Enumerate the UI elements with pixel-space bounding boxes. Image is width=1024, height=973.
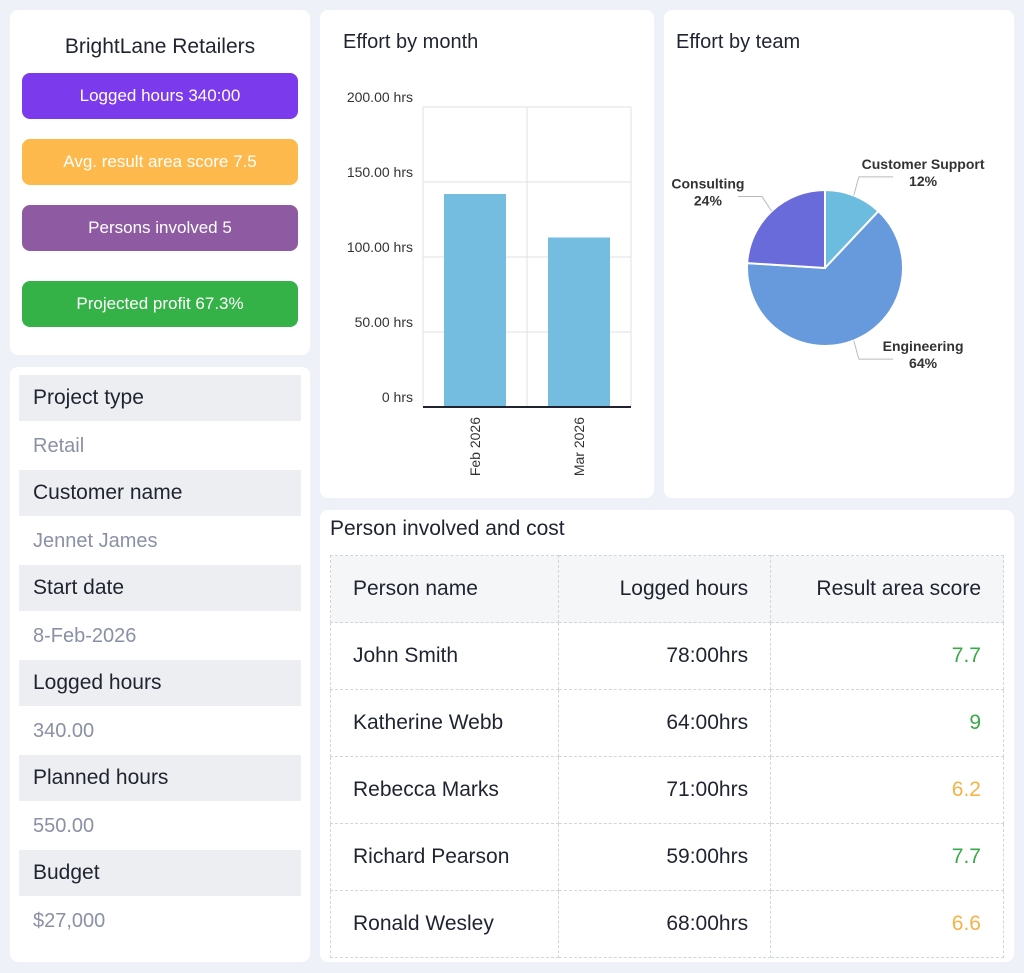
bar-card: Effort by month 0 hrs 50.00 hrs 100.00 hrs 1… bbox=[320, 10, 654, 498]
leader-line bbox=[853, 340, 894, 360]
table-cell: 71:00hrs bbox=[558, 756, 772, 824]
detail-value: 8-Feb-2026 bbox=[33, 625, 137, 647]
summary-badge: Persons involved 5 bbox=[22, 205, 298, 251]
pie-slice bbox=[746, 209, 904, 347]
table-cell: Katherine Webb bbox=[329, 689, 560, 757]
detail-value: Jennet James bbox=[33, 530, 158, 552]
y-tick-label: 50.00 hrs bbox=[355, 314, 413, 330]
pie-value-label: 64% bbox=[909, 355, 938, 371]
detail-label: Logged hours bbox=[19, 660, 301, 706]
chart-title: Effort by month bbox=[343, 31, 478, 53]
column-header: Result area score bbox=[770, 555, 1004, 623]
detail-label: Customer name bbox=[19, 470, 301, 516]
pie-slice bbox=[746, 188, 826, 270]
table-title: Person involved and cost bbox=[330, 517, 565, 540]
table-cell: 68:00hrs bbox=[558, 890, 772, 958]
pie-label: Customer Support bbox=[862, 156, 985, 172]
detail-value: 550.00 bbox=[33, 815, 95, 837]
header-row: Person name Logged hours Result area score bbox=[329, 555, 1004, 623]
column-header: Logged hours bbox=[558, 555, 772, 623]
table-cell: 7.7 bbox=[770, 823, 1004, 891]
pie-label: Engineering bbox=[883, 338, 964, 354]
y-tick-label: 200.00 hrs bbox=[347, 89, 413, 105]
pie-card: Effort by team Customer Support 12% Enginee… bbox=[664, 10, 1014, 498]
table-cell: Ronald Wesley bbox=[329, 890, 560, 958]
bar bbox=[548, 237, 610, 407]
pie-value-label: 12% bbox=[909, 173, 938, 189]
table-row: Richard Pearson 59:00hrs 7.7 bbox=[329, 823, 1004, 891]
x-tick-label: Mar 2026 bbox=[571, 417, 587, 476]
summary-badge: Logged hours 340:00 bbox=[22, 73, 298, 119]
table-card: Person involved and cost Person name Logg… bbox=[320, 510, 1014, 962]
column-header: Person name bbox=[329, 555, 560, 623]
table-cell: 59:00hrs bbox=[558, 823, 772, 891]
x-tick-label: Feb 2026 bbox=[467, 417, 483, 476]
table-cell: Richard Pearson bbox=[329, 823, 560, 891]
detail-value: Retail bbox=[33, 435, 85, 457]
leader-line bbox=[737, 196, 773, 212]
summary-title: BrightLane Retailers bbox=[64, 35, 256, 58]
detail-label: Start date bbox=[19, 565, 301, 611]
table-cell: 6.2 bbox=[770, 756, 1004, 824]
bar bbox=[444, 194, 506, 407]
table-cell: John Smith bbox=[329, 622, 560, 690]
leader-line bbox=[853, 176, 894, 196]
table-cell: 64:00hrs bbox=[558, 689, 772, 757]
detail-value: 340.00 bbox=[33, 720, 95, 742]
table-row: Rebecca Marks 71:00hrs 6.2 bbox=[329, 756, 1004, 824]
y-tick-label: 150.00 hrs bbox=[347, 164, 413, 180]
pie-value-label: 24% bbox=[694, 193, 723, 209]
bar-chart: Effort by month 0 hrs 50.00 hrs 100.00 hrs 1… bbox=[343, 31, 632, 476]
detail-value: $27,000 bbox=[33, 910, 106, 932]
summary-card: BrightLane Retailers Logged hours 340:00… bbox=[10, 10, 310, 355]
table-row: John Smith 78:00hrs 7.7 bbox=[329, 622, 1004, 690]
summary-badge: Avg. result area score 7.5 bbox=[22, 139, 298, 185]
detail-label: Budget bbox=[19, 850, 301, 896]
detail-label: Planned hours bbox=[19, 755, 301, 801]
summary-badge: Projected profit 67.3% bbox=[22, 281, 298, 327]
details-card: Project type Retail Customer name Jennet Ja… bbox=[10, 367, 310, 962]
table-row: Katherine Webb 64:00hrs 9 bbox=[329, 689, 1004, 757]
table-cell: Rebecca Marks bbox=[329, 756, 560, 824]
table-cell: 9 bbox=[770, 689, 1004, 757]
table-cell: 78:00hrs bbox=[558, 622, 772, 690]
pie-label: Consulting bbox=[671, 176, 744, 192]
table-cell: 7.7 bbox=[770, 622, 1004, 690]
table-cell: 6.6 bbox=[770, 890, 1004, 958]
chart-title: Effort by team bbox=[676, 31, 800, 53]
person-table: Person name Logged hours Result area score… bbox=[329, 555, 1004, 958]
table-row: Ronald Wesley 68:00hrs 6.6 bbox=[329, 890, 1004, 958]
y-tick-label: 0 hrs bbox=[382, 389, 413, 405]
detail-label: Project type bbox=[19, 375, 301, 421]
y-tick-label: 100.00 hrs bbox=[347, 239, 413, 255]
